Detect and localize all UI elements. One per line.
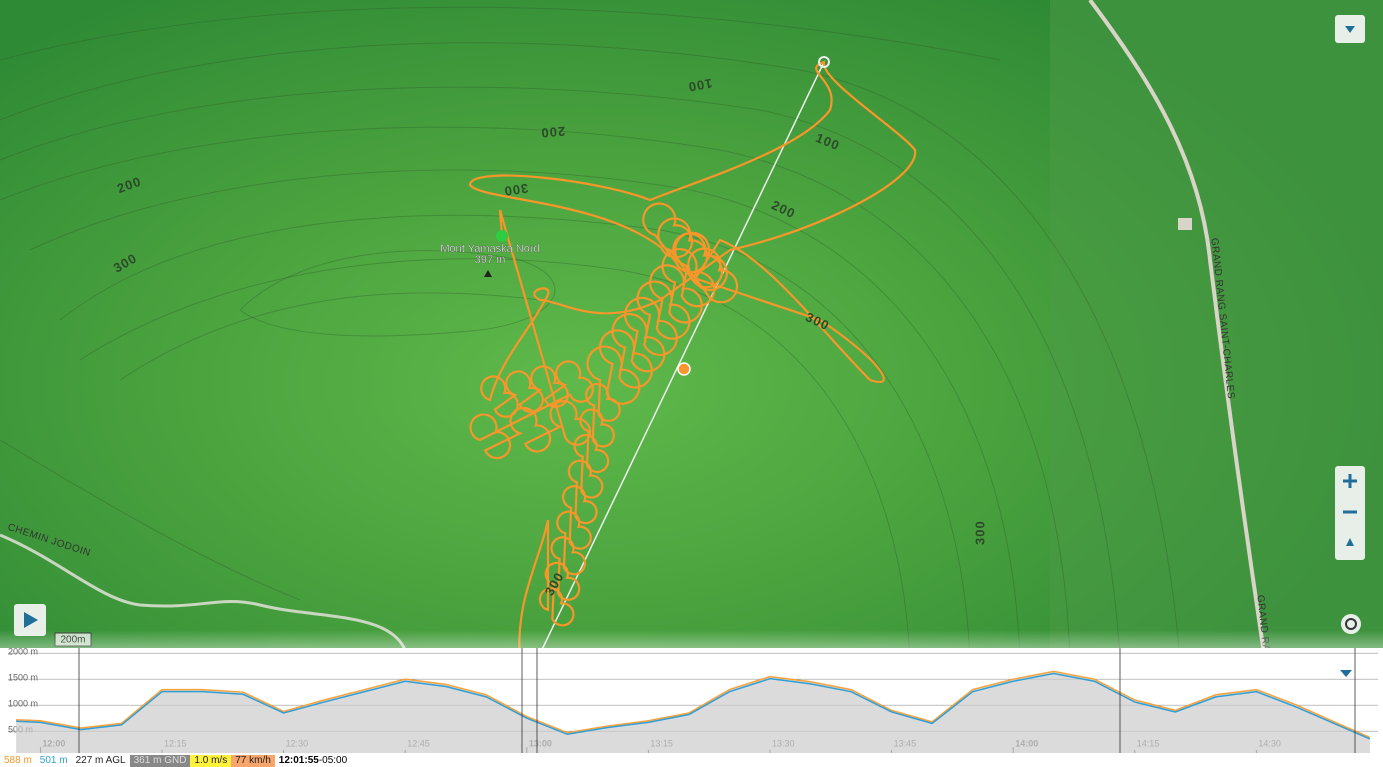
y-tick-label: 1000 m bbox=[8, 699, 38, 709]
contours bbox=[0, 6, 1181, 661]
speed: 77 km/h bbox=[231, 755, 275, 767]
summit-icon bbox=[484, 270, 492, 277]
y-tick-label: 1500 m bbox=[8, 673, 38, 683]
menu-icon bbox=[1345, 26, 1355, 33]
start-marker bbox=[818, 56, 830, 68]
altitude-line bbox=[16, 672, 1371, 740]
place-name: Mont Yamaska Nord bbox=[440, 243, 539, 255]
compass[interactable] bbox=[1346, 538, 1354, 546]
agl: 227 m AGL bbox=[75, 755, 126, 766]
altitude-line bbox=[16, 670, 1371, 739]
play-icon bbox=[24, 612, 38, 628]
vario: 1.0 m/s bbox=[190, 755, 232, 767]
time: 12:01:55 bbox=[278, 755, 319, 766]
gps-altitude: 588 m bbox=[4, 755, 32, 766]
contour-label: 200 bbox=[540, 124, 566, 141]
position-marker bbox=[677, 362, 691, 376]
flight-track bbox=[468, 60, 917, 661]
y-tick-label: 2000 m bbox=[8, 647, 38, 657]
zoom-in[interactable] bbox=[1343, 474, 1357, 488]
copyright-button[interactable] bbox=[1341, 614, 1361, 634]
building bbox=[1178, 218, 1192, 230]
ground: 361 m GND bbox=[129, 755, 191, 767]
place-elevation: 397 m bbox=[475, 254, 506, 266]
road bbox=[1088, 0, 1267, 661]
contour-label: 300 bbox=[972, 520, 987, 545]
copyright-icon bbox=[1345, 618, 1357, 630]
contour-label: 100 bbox=[687, 76, 714, 95]
waypoint bbox=[496, 230, 508, 242]
timezone: -05:00 bbox=[318, 755, 348, 766]
chart-menu[interactable] bbox=[1340, 670, 1352, 677]
status-bar: 588 m 501 m 227 m AGL 361 m GND 1.0 m/s … bbox=[0, 755, 1383, 767]
road bbox=[0, 533, 410, 661]
terrain bbox=[1050, 0, 1383, 660]
contour-label: 300 bbox=[503, 181, 530, 199]
baro-altitude: 501 m bbox=[39, 755, 68, 766]
